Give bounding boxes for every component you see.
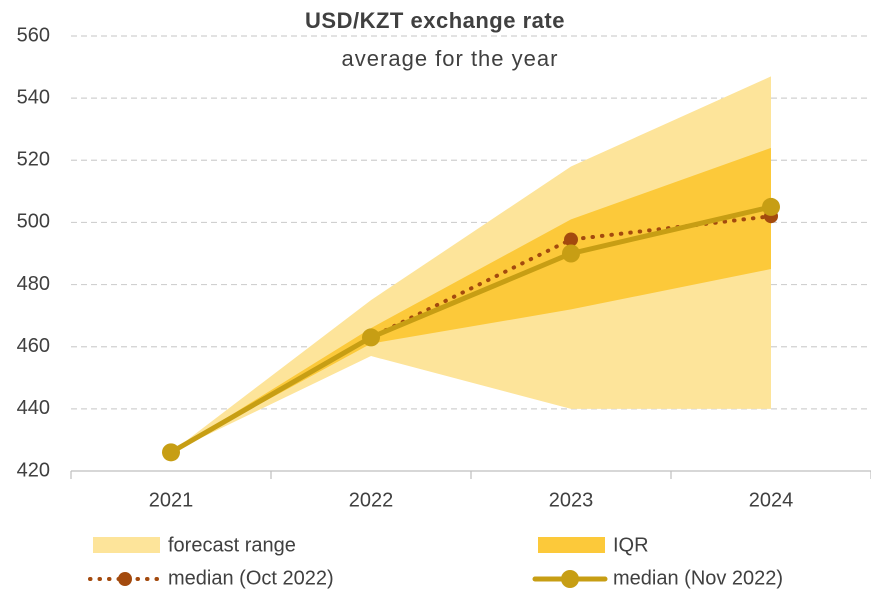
y-tick-label: 540 xyxy=(17,86,50,108)
x-tick-label: 2021 xyxy=(149,489,194,511)
y-tick-label: 480 xyxy=(17,273,50,295)
chart-title: USD/KZT exchange rate xyxy=(305,8,565,33)
series-marker xyxy=(564,232,578,247)
series-marker xyxy=(562,244,580,263)
series-marker xyxy=(362,328,380,347)
series-marker xyxy=(762,197,780,216)
legend-marker xyxy=(118,572,132,586)
series-line xyxy=(168,204,774,455)
legend-label: IQR xyxy=(613,534,649,556)
y-tick-label: 560 xyxy=(17,24,50,46)
band-area xyxy=(171,147,771,453)
y-tick-label: 520 xyxy=(17,149,50,171)
x-tick-label: 2024 xyxy=(749,489,794,511)
y-tick-label: 440 xyxy=(17,397,50,419)
y-tick-label: 460 xyxy=(17,335,50,357)
series-marker xyxy=(162,443,180,462)
chart-subtitle: average for the year xyxy=(342,46,559,71)
x-tick-label: 2023 xyxy=(549,489,594,511)
legend-swatch xyxy=(538,537,605,553)
x-tick-label: 2022 xyxy=(349,489,394,511)
legend-swatch xyxy=(93,537,160,553)
band-area xyxy=(171,76,771,453)
legend-label: median (Nov 2022) xyxy=(613,567,783,589)
legend-label: forecast range xyxy=(168,534,296,556)
legend-label: median (Oct 2022) xyxy=(168,567,334,589)
y-tick-label: 420 xyxy=(17,459,50,481)
y-tick-label: 500 xyxy=(17,211,50,233)
legend-marker xyxy=(561,570,579,588)
